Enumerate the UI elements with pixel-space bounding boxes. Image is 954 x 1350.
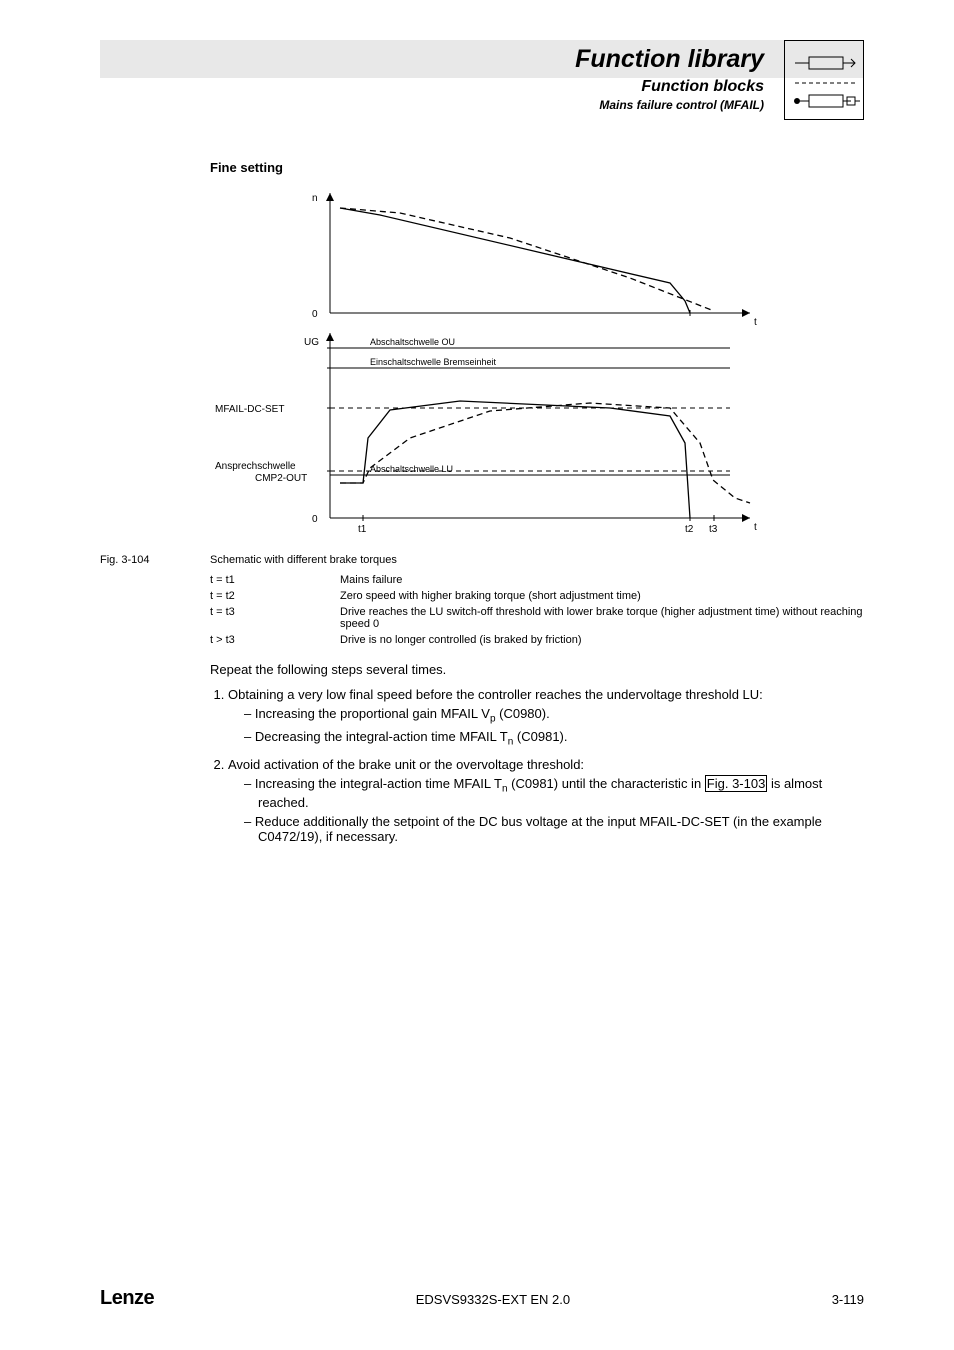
svg-text:t: t: [754, 317, 757, 328]
svg-text:Abschaltschwelle OU: Abschaltschwelle OU: [370, 337, 455, 347]
svg-text:Einschaltschwelle Bremseinheit: Einschaltschwelle Bremseinheit: [370, 357, 497, 367]
legend-row: t = t2Zero speed with higher braking tor…: [210, 588, 864, 604]
legend-val: Drive is no longer controlled (is braked…: [340, 634, 864, 646]
title-sub: Function blocks: [575, 78, 764, 96]
svg-text:0: 0: [312, 309, 318, 320]
legend-table: t = t1Mains failuret = t2Zero speed with…: [210, 572, 864, 648]
step-2-text: Avoid activation of the brake unit or th…: [228, 757, 584, 772]
step-2b: Reduce additionally the setpoint of the …: [244, 814, 864, 844]
legend-val: Drive reaches the LU switch-off threshol…: [340, 606, 864, 630]
legend-val: Zero speed with higher braking torque (s…: [340, 590, 864, 602]
header-title-block: Function library Function blocks Mains f…: [575, 45, 764, 112]
section-heading: Fine setting: [210, 160, 864, 175]
footer-doc: EDSVS9332S-EXT EN 2.0: [416, 1292, 570, 1307]
figure-caption: Schematic with different brake torques: [210, 554, 864, 566]
intro-text: Repeat the following steps several times…: [210, 662, 864, 677]
title-main: Function library: [575, 45, 764, 74]
step-1: Obtaining a very low final speed before …: [228, 687, 864, 747]
svg-text:t2: t2: [685, 524, 694, 535]
fig-reference: Fig. 3-103: [705, 775, 768, 792]
legend-row: t = t1Mains failure: [210, 572, 864, 588]
legend-val: Mains failure: [340, 574, 864, 586]
svg-text:t: t: [754, 522, 757, 533]
svg-text:Abschaltschwelle LU: Abschaltschwelle LU: [370, 464, 453, 474]
footer-page: 3-119: [832, 1292, 864, 1307]
svg-text:UG: UG: [304, 337, 319, 348]
steps-list: Obtaining a very low final speed before …: [210, 687, 864, 844]
legend-key: t = t3: [210, 606, 340, 630]
svg-text:n: n: [312, 193, 318, 204]
legend-key: t = t1: [210, 574, 340, 586]
svg-text:t1: t1: [358, 524, 367, 535]
svg-text:CMP2-OUT: CMP2-OUT: [255, 473, 307, 484]
footer-brand: Lenze: [100, 1287, 154, 1310]
legend-key: t > t3: [210, 634, 340, 646]
brake-torque-chart: n 0 t UG 0 t MFAIL-DC-SET AnsprechschwelleCMP2-…: [210, 183, 770, 543]
page: Function library Function blocks Mains f…: [0, 0, 954, 894]
step-1-text: Obtaining a very low final speed before …: [228, 687, 763, 702]
step-1a: Increasing the proportional gain MFAIL V…: [244, 706, 864, 725]
figure-label: Fig. 3-104: [100, 554, 210, 566]
svg-text:Ansprechschwelle: Ansprechschwelle: [215, 461, 296, 472]
title-sub2: Mains failure control (MFAIL): [575, 98, 764, 112]
page-header: Function library Function blocks Mains f…: [100, 40, 864, 140]
page-footer: Lenze EDSVS9332S-EXT EN 2.0 3-119: [100, 1287, 864, 1310]
step-1b: Decreasing the integral-action time MFAI…: [244, 729, 864, 748]
legend-key: t = t2: [210, 590, 340, 602]
chart-container: n 0 t UG 0 t MFAIL-DC-SET AnsprechschwelleCMP2-…: [210, 183, 864, 546]
svg-text:t3: t3: [709, 524, 718, 535]
svg-text:0: 0: [312, 514, 318, 525]
figure-caption-row: Fig. 3-104 Schematic with different brak…: [100, 554, 864, 566]
step-2: Avoid activation of the brake unit or th…: [228, 757, 864, 844]
svg-text:MFAIL-DC-SET: MFAIL-DC-SET: [215, 404, 284, 415]
legend-row: t > t3Drive is no longer controlled (is …: [210, 632, 864, 648]
function-block-icon: [784, 40, 864, 120]
step-2a: Increasing the integral-action time MFAI…: [244, 776, 864, 810]
legend-row: t = t3Drive reaches the LU switch-off th…: [210, 604, 864, 632]
